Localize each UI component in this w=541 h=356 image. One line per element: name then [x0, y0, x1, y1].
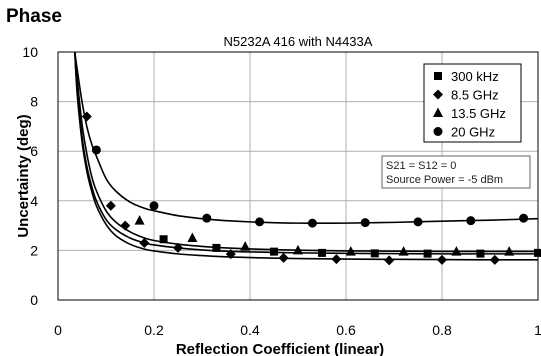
legend-marker-20-ghz — [433, 127, 443, 136]
data-point-8-5-ghz — [225, 249, 236, 260]
y-tick-label: 4 — [30, 193, 38, 209]
note-box: S21 = S12 = 0 Source Power = -5 dBm — [381, 155, 531, 189]
legend-label-8-5-ghz: 8.5 GHz — [451, 88, 499, 103]
data-point-300-khz — [159, 235, 168, 244]
data-point-8-5-ghz — [105, 200, 116, 211]
data-point-20-ghz — [149, 201, 159, 211]
data-point-300-khz — [423, 249, 432, 258]
x-tick-label: 0 — [54, 322, 62, 338]
data-point-13-5-ghz — [451, 246, 462, 256]
data-point-8-5-ghz — [331, 254, 342, 265]
y-axis-title: Uncertainty (deg) — [15, 114, 32, 237]
data-point-8-5-ghz — [81, 111, 92, 122]
chart-title: N5232A 416 with N4433A — [224, 34, 373, 49]
data-point-300-khz — [318, 248, 326, 257]
data-point-300-khz — [270, 247, 278, 256]
legend-marker-8-5-ghz — [433, 89, 443, 100]
data-point-8-5-ghz — [384, 255, 395, 266]
data-point-8-5-ghz — [489, 254, 500, 265]
legend-marker-300-khz — [434, 72, 442, 80]
x-tick-label: 0.2 — [144, 322, 164, 338]
series-markers — [81, 111, 541, 266]
data-point-300-khz — [370, 249, 379, 258]
x-tick-label: 0.8 — [432, 322, 452, 338]
y-tick-label: 2 — [30, 242, 38, 258]
data-point-20-ghz — [466, 216, 476, 226]
data-point-20-ghz — [413, 217, 423, 227]
legend-label-20-ghz: 20 GHz — [451, 125, 495, 140]
plot-area-border — [57, 51, 539, 301]
data-point-8-5-ghz — [173, 242, 183, 253]
y-tick-label: 10 — [22, 44, 38, 60]
data-point-13-5-ghz — [293, 244, 303, 255]
data-point-20-ghz — [360, 218, 370, 228]
series-line-300-khz — [74, 52, 538, 255]
data-point-8-5-ghz — [278, 252, 289, 263]
x-axis-title: Reflection Coefficient (linear) — [176, 341, 384, 356]
y-tick-label: 6 — [30, 143, 38, 159]
x-tick-label: 0.4 — [240, 322, 260, 338]
note-line: Source Power = -5 dBm — [386, 174, 503, 186]
data-point-13-5-ghz — [504, 246, 515, 256]
data-point-8-5-ghz — [120, 220, 131, 231]
data-point-8-5-ghz — [139, 237, 150, 248]
legend-label-13-5-ghz: 13.5 GHz — [451, 106, 506, 121]
legend-marker-13-5-ghz — [433, 107, 443, 117]
y-tick-label: 8 — [30, 94, 38, 110]
note-box-frame — [381, 155, 531, 189]
data-point-20-ghz — [202, 213, 212, 223]
data-point-20-ghz — [519, 213, 529, 223]
x-tick-label: 1 — [534, 322, 541, 338]
y-tick-label: 0 — [30, 292, 38, 308]
data-point-300-khz — [534, 248, 541, 257]
data-point-13-5-ghz — [240, 241, 251, 251]
series-line-20-ghz — [74, 52, 538, 225]
data-point-300-khz — [476, 249, 485, 258]
note-line: S21 = S12 = 0 — [386, 160, 456, 172]
data-point-13-5-ghz — [398, 246, 409, 256]
legend: 300 kHz 8.5 GHz 13.5 GHz 20 GHz — [423, 63, 522, 143]
data-point-13-5-ghz — [134, 215, 145, 225]
data-point-20-ghz — [91, 145, 101, 155]
series-line-8-5-ghz — [74, 52, 538, 261]
x-tick-label: 0.6 — [336, 322, 356, 338]
data-point-13-5-ghz — [345, 246, 356, 256]
data-point-300-khz — [212, 243, 221, 252]
data-point-20-ghz — [255, 217, 265, 227]
page-title: Phase — [6, 6, 62, 27]
data-point-13-5-ghz — [187, 232, 198, 242]
series-curves — [74, 52, 538, 261]
data-point-20-ghz — [307, 218, 317, 228]
data-point-8-5-ghz — [437, 254, 447, 265]
series-line-13-5-ghz — [74, 52, 538, 253]
legend-label-300-khz: 300 kHz — [451, 69, 499, 84]
